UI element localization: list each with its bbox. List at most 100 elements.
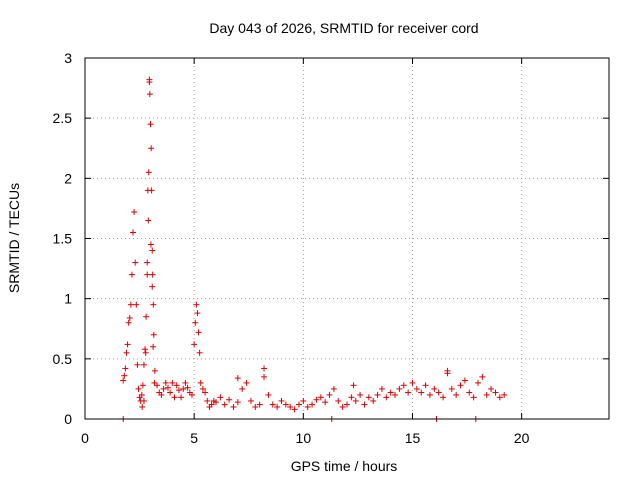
data-point [256,401,263,408]
data-point [151,367,158,374]
data-point [147,121,154,128]
data-point [234,375,241,382]
data-point [243,379,250,386]
chart-title: Day 043 of 2026, SRMTID for receiver cor… [209,20,478,36]
data-point [350,382,357,389]
data-point [483,391,490,398]
data-point [295,401,302,408]
data-point [330,385,337,392]
x-tick-label: 20 [514,430,530,446]
data-point [132,259,139,266]
data-point [221,401,228,408]
data-point [146,91,153,98]
data-point [171,394,178,401]
data-point [143,313,150,320]
data-point [193,301,200,308]
data-point [413,385,420,392]
data-point [158,391,165,398]
data-point [261,365,268,372]
data-point [304,403,311,410]
data-point [196,349,203,356]
data-point [335,397,342,404]
data-point [204,397,211,404]
data-point [197,379,204,386]
x-axis-label: GPS time / hours [291,458,398,474]
data-point [278,397,285,404]
data-point [145,217,152,224]
axis-ticks: 0 5 10 15 20 0 0.5 1 1.5 2 2.5 3 [53,50,609,446]
data-point [147,241,154,248]
data-point [140,397,147,404]
data-point [142,346,149,353]
data-point [213,399,219,406]
data-point [247,397,254,404]
data-point [188,391,195,398]
data-point [265,391,272,398]
data-point [435,389,442,396]
data-point [357,391,364,398]
x-tick-label: 0 [81,430,89,446]
data-point [370,397,377,404]
data-point [409,379,416,386]
data-point [339,403,346,410]
data-point [348,394,355,401]
data-point [175,387,182,394]
data-point [124,341,131,348]
data-point [145,169,152,176]
data-point [127,301,134,308]
data-point [167,389,174,396]
data-point [422,382,429,389]
data-point [361,401,368,408]
data-point [144,187,151,194]
data-point [199,385,206,392]
data-point [160,385,167,392]
data-point [144,271,151,278]
x-tick-label: 15 [405,430,421,446]
data-point [131,209,138,216]
data-point [180,385,187,392]
data-point [144,259,151,266]
data-point [194,310,201,317]
y-axis-label: SRMTID / TECUs [6,183,22,293]
data-point [239,385,246,392]
data-point [133,301,140,308]
data-point [378,385,385,392]
data-point [125,319,132,326]
data-point [135,385,142,392]
data-point [496,394,503,401]
data-point [418,389,425,396]
data-point [230,403,237,410]
data-point [426,391,433,398]
x-tick-label: 10 [296,430,312,446]
data-point [226,396,233,403]
y-tick-label: 1 [64,291,72,307]
data-point [149,271,156,278]
data-point [208,401,215,408]
data-point [261,373,268,380]
data-point [146,79,153,86]
data-point [195,329,202,336]
data-point [313,396,320,403]
data-point [184,384,191,391]
data-point [309,401,316,408]
y-tick-label: 2 [64,170,72,186]
data-point [126,314,133,321]
y-tick-label: 3 [64,50,72,66]
data-point [396,385,403,392]
data-point [431,385,438,392]
grid [85,58,609,419]
data-point [149,283,156,290]
data-point [374,391,381,398]
data-point [457,382,464,389]
data-point [501,391,508,398]
data-point [142,349,149,356]
data-point [178,394,185,401]
data-point [150,343,157,350]
data-point [461,377,468,384]
data-point [274,403,281,410]
data-point [383,394,390,401]
data-point [392,391,399,398]
data-point [466,389,473,396]
data-point [252,403,259,410]
